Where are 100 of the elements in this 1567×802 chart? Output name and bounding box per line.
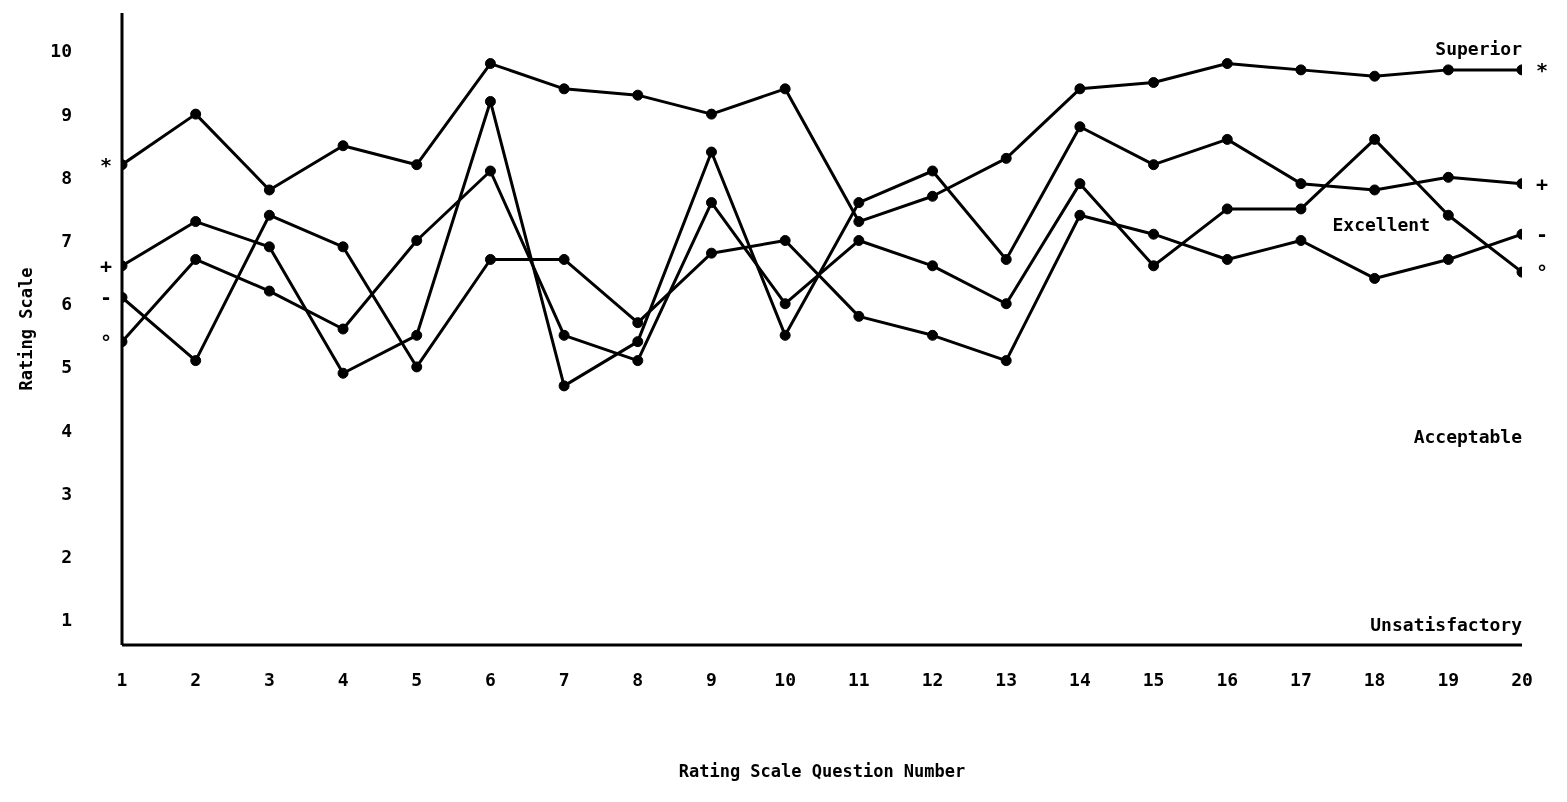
point (632, 336, 644, 348)
point (411, 235, 423, 247)
text: + (1536, 171, 1549, 196)
annotation: Excellent (1332, 214, 1430, 235)
point (263, 184, 275, 196)
point (1148, 228, 1160, 240)
x-axis-title: Rating Scale Question Number (678, 761, 966, 781)
point (1442, 171, 1454, 183)
point (1295, 178, 1307, 190)
point (853, 235, 865, 247)
y-tick-label: 8 (61, 166, 72, 188)
point (1074, 83, 1086, 95)
point (558, 329, 570, 341)
x-tick-label: 5 (411, 668, 423, 690)
annotation: Superior (1435, 38, 1522, 59)
text: ° (1536, 260, 1549, 285)
point (337, 241, 349, 253)
point (853, 197, 865, 209)
point (1369, 184, 1381, 196)
point (1000, 355, 1012, 367)
point (927, 190, 939, 202)
point (190, 253, 202, 265)
x-tick-label: 7 (558, 668, 570, 690)
point (337, 323, 349, 335)
point (1148, 159, 1160, 171)
text: - (1536, 222, 1549, 247)
x-tick-label: 9 (706, 668, 717, 690)
point (558, 380, 570, 392)
x-tick-label: 16 (1216, 668, 1239, 690)
point (927, 329, 939, 341)
x-tick-label: 17 (1290, 668, 1312, 690)
point (1295, 203, 1307, 215)
point (779, 329, 791, 341)
text: * (1536, 57, 1549, 82)
point (484, 253, 496, 265)
point (1148, 260, 1160, 272)
y-tick-label: 3 (61, 482, 72, 504)
point (190, 216, 202, 228)
point (263, 285, 275, 297)
point (705, 146, 717, 158)
point (853, 216, 865, 228)
point (1000, 298, 1012, 310)
point (411, 159, 423, 171)
x-tick-label: 14 (1069, 668, 1091, 690)
y-tick-label: 7 (61, 229, 72, 251)
point (1369, 133, 1381, 145)
series-label: * (99, 152, 112, 177)
series-label: ° (99, 329, 112, 354)
x-tick-label: 8 (632, 668, 644, 690)
point (411, 361, 423, 373)
point (558, 253, 570, 265)
y-tick-label: 2 (61, 545, 72, 567)
point (779, 235, 791, 247)
point (1221, 58, 1233, 70)
point (853, 310, 865, 322)
point (190, 355, 202, 367)
point (927, 260, 939, 272)
x-tick-label: 10 (774, 668, 796, 690)
point (632, 317, 644, 329)
point (1221, 203, 1233, 215)
y-tick-label: 4 (61, 419, 73, 441)
point (190, 108, 202, 120)
y-tick-label: 10 (50, 40, 72, 62)
point (705, 108, 717, 120)
annotation: Unsatisfactory (1370, 614, 1522, 635)
x-tick-label: 19 (1437, 668, 1460, 690)
annotation: Acceptable (1413, 426, 1522, 447)
point (337, 367, 349, 379)
x-tick-label: 15 (1142, 668, 1165, 690)
x-tick-label: 11 (848, 668, 870, 690)
point (1442, 209, 1454, 221)
y-tick-label: 5 (61, 356, 72, 378)
point (705, 247, 717, 259)
point (337, 140, 349, 152)
point (1074, 178, 1086, 190)
point (1000, 152, 1012, 164)
x-tick-label: 18 (1363, 668, 1386, 690)
point (484, 95, 496, 107)
point (484, 165, 496, 177)
x-tick-label: 2 (190, 668, 202, 690)
point (1148, 77, 1160, 89)
x-tick-label: 4 (337, 668, 349, 690)
point (1221, 253, 1233, 265)
series-label: + (99, 253, 112, 278)
point (1000, 253, 1012, 265)
x-tick-label: 6 (485, 668, 496, 690)
x-tick-label: 12 (921, 668, 944, 690)
point (632, 355, 644, 367)
point (1074, 209, 1086, 221)
point (1074, 121, 1086, 133)
point (779, 298, 791, 310)
point (1295, 64, 1307, 76)
point (1442, 253, 1454, 265)
point (263, 209, 275, 221)
y-tick-label: 1 (61, 609, 72, 631)
point (1221, 133, 1233, 145)
point (1369, 272, 1381, 284)
point (263, 241, 275, 253)
point (558, 83, 570, 95)
point (1369, 70, 1381, 82)
